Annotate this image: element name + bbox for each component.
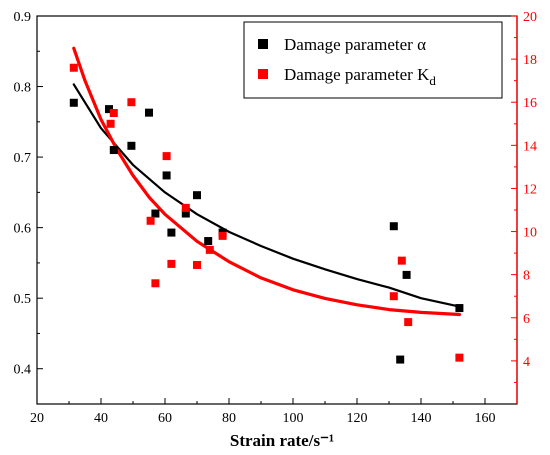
y-right-tick-label: 20: [523, 10, 537, 25]
alpha-data-point: [389, 222, 398, 231]
alpha-data-point: [109, 146, 118, 155]
x-tick-label: 140: [411, 411, 432, 426]
alpha-data-point: [181, 209, 190, 218]
y-right-tick-label: 8: [523, 269, 530, 284]
x-tick-label: 80: [222, 411, 236, 426]
x-tick-label: 40: [94, 411, 108, 426]
y-right-tick-label: 14: [523, 139, 537, 154]
alpha-data-point: [69, 98, 78, 107]
alpha-data-point: [145, 108, 153, 117]
y-right-tick-label: 6: [523, 312, 530, 327]
kd-data-point: [397, 256, 406, 265]
alpha-data-point: [402, 270, 411, 279]
y-right-tick-label: 12: [523, 182, 537, 197]
x-tick-label: 60: [158, 411, 172, 426]
y-left-tick-label: 0.4: [14, 363, 32, 378]
y-left-tick-label: 0.5: [14, 292, 32, 307]
x-tick-label: 120: [347, 411, 368, 426]
y-right-tick-label: 10: [523, 226, 537, 241]
kd-data-point: [205, 245, 214, 254]
kd-data-point: [193, 260, 201, 269]
kd-data-point: [181, 203, 190, 212]
legend-box: [243, 21, 503, 99]
legend-label: Damage parameter α: [284, 35, 426, 54]
y-left-tick-label: 0.9: [14, 10, 32, 25]
alpha-data-point: [162, 171, 171, 180]
kd-data-point: [389, 292, 398, 301]
y-left-tick-label: 0.6: [14, 222, 32, 237]
kd-data-point: [455, 353, 464, 362]
data-points: [69, 63, 464, 364]
y-right-tick-label: 16: [523, 96, 537, 111]
y-left-tick-label: 0.7: [14, 151, 32, 166]
kd-data-point: [127, 98, 136, 107]
y-right-tick-label: 18: [523, 53, 537, 68]
alpha-data-point: [127, 141, 136, 150]
axis-ticks: 20 40 60 80 100 120 140 160 0.4 0.5 0.6 0.7 0.8 0.9 4 6…: [14, 10, 538, 426]
x-tick-label: 100: [283, 411, 304, 426]
alpha-data-point: [105, 105, 113, 114]
legend-marker: [258, 39, 268, 49]
alpha-data-point: [204, 237, 213, 246]
x-tick-label: 20: [30, 411, 44, 426]
kd-data-point: [69, 63, 78, 72]
kd-data-point: [167, 259, 176, 268]
kd-data-point: [109, 109, 118, 117]
kd-data-point: [218, 231, 227, 240]
legend: Damage parameter α Damage parameter Kd: [243, 21, 503, 99]
kd-data-point: [162, 152, 171, 161]
alpha-data-point: [151, 209, 160, 218]
alpha-data-point: [396, 355, 405, 364]
alpha-data-point: [455, 304, 464, 313]
alpha-data-point: [193, 191, 201, 200]
legend-label: Damage parameter Kd: [284, 65, 436, 88]
kd-data-point: [146, 216, 155, 225]
alpha-fit-curve: [72, 83, 461, 308]
x-axis-label: Strain rate/s⁻¹: [230, 431, 334, 450]
y-left-tick-label: 0.8: [14, 81, 32, 96]
x-tick-label: 160: [475, 411, 496, 426]
kd-data-point: [404, 318, 413, 327]
legend-marker: [258, 69, 268, 79]
y-right-tick-label: 4: [523, 355, 530, 370]
kd-data-point: [151, 279, 160, 288]
alpha-data-point: [167, 228, 176, 237]
kd-data-point: [106, 119, 115, 128]
